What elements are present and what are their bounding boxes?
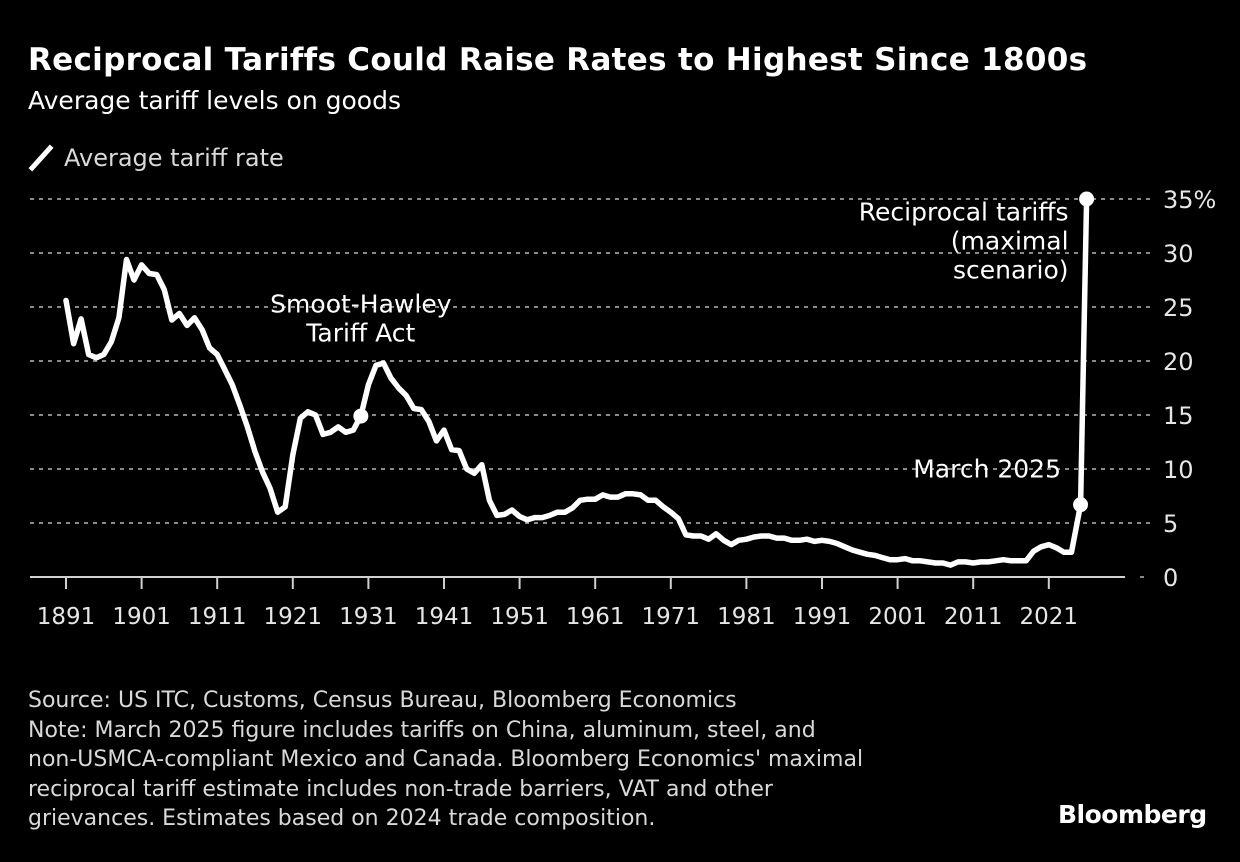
y-tick-label: 20 [1163,348,1194,376]
series-average-tariff-rate [63,196,1090,568]
series-line [63,196,1090,568]
x-tick-label: 1931 [339,604,398,630]
x-tick-label: 1971 [642,604,701,630]
source-line: Source: US ITC, Customs, Census Bureau, … [28,688,737,713]
x-tick-label: 1941 [415,604,474,630]
note-line: Note: March 2025 figure includes tariffs… [28,717,816,743]
chart-subtitle: Average tariff levels on goods [28,86,401,115]
legend-label: Average tariff rate [64,144,284,172]
legend: Average tariff rate [28,142,284,174]
annotation-label: Smoot-Hawley [270,289,452,318]
x-axis: 1891 1901 1911 1921 1931 1941 1951 1961 1971 1981… [30,576,1125,630]
x-tick-label: 1911 [188,604,247,630]
annotation-label: Reciprocal tariffs [859,198,1069,227]
note-line: reciprocal tariff estimate includes non-… [28,776,773,802]
x-tick-label: 1891 [37,604,96,630]
chart-title: Reciprocal Tariffs Could Raise Rates to … [28,42,1088,78]
y-tick-label: 15 [1163,402,1194,430]
data-point-marker [353,408,369,424]
x-tick-label: 2011 [944,604,1003,630]
y-axis-labels: 0 5 10 15 20 25 30 35% [1163,186,1216,592]
note-line: non-USMCA-compliant Mexico and Canada. B… [28,747,864,772]
x-tick-label: 2021 [1020,604,1079,630]
data-point-marker [1073,497,1089,513]
gridlines [30,198,1150,578]
note-line: grievances. Estimates based on 2024 trad… [28,806,656,831]
markers [353,191,1095,513]
line-swatch-icon [28,144,54,172]
annotation-label: (maximal [951,227,1069,256]
annotation-label: scenario) [953,256,1069,285]
bloomberg-logo: Bloomberg [1058,800,1207,829]
y-tick-label: 35% [1163,186,1216,214]
y-tick-label: 25 [1163,294,1194,322]
annotation-label: March 2025 [913,455,1061,484]
x-tick-label: 1981 [717,604,776,630]
x-tick-label: 1921 [264,604,323,630]
y-tick-label: 5 [1163,510,1178,538]
x-tick-label: 1901 [112,604,171,630]
y-tick-label: 30 [1163,240,1194,268]
data-point-marker [1079,191,1095,207]
x-tick-label: 1951 [490,604,549,630]
x-tick-label: 1961 [566,604,625,630]
footer-notes: Source: US ITC, Customs, Census Bureau, … [28,686,863,834]
x-tick-label: 2001 [868,604,927,630]
y-tick-label: 10 [1163,456,1194,484]
y-tick-label: 0 [1163,564,1178,592]
x-tick-label: 1991 [793,604,852,630]
annotation-label: Tariff Act [305,318,415,347]
